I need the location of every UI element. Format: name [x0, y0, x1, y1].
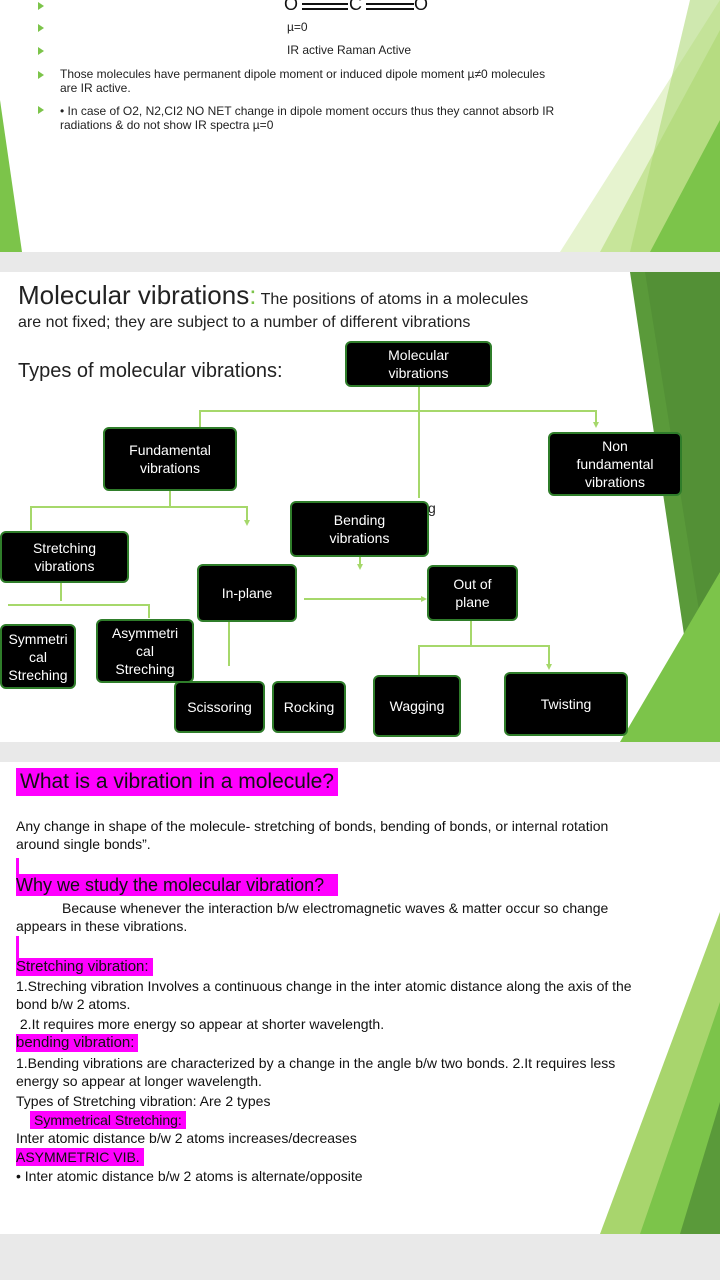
box-symmetrical-stretching: Symmetri cal Streching	[0, 624, 76, 689]
connector	[304, 598, 422, 600]
oxygen-atom-left: O	[284, 0, 299, 14]
para-stretching-3: 2.It requires more energy so appear at s…	[16, 1016, 385, 1032]
connector	[199, 410, 201, 428]
highlight-cursor-bar	[16, 936, 19, 958]
connector	[470, 621, 472, 645]
connector	[148, 604, 150, 618]
slide-title: Molecular vibrations: The positions of a…	[18, 280, 528, 311]
activity-label: IR active Raman Active	[287, 43, 412, 57]
arrow-right-icon	[421, 596, 427, 602]
box-wagging: Wagging	[373, 675, 461, 737]
para-bending-3: Types of Stretching vibration: Are 2 typ…	[16, 1093, 271, 1109]
heading-symmetrical-stretching: Symmetrical Stretching:	[30, 1111, 186, 1129]
double-bond-left	[302, 3, 348, 5]
para-what-is-vibration-1: Any change in shape of the molecule- str…	[16, 818, 609, 834]
bullet-ir-active-line-1: Those molecules have permanent dipole mo…	[60, 67, 546, 81]
slide-vibration-definitions: What is a vibration in a molecule? Any c…	[0, 762, 720, 1234]
box-non-fundamental-vibrations: Non fundamental vibrations	[548, 432, 682, 496]
title-rest-1: The positions of atoms in a molecules	[256, 291, 529, 308]
slide-ir-raman: O C O µ=0 IR active Raman Active Those m…	[0, 0, 720, 252]
box-molecular-vibrations: Molecular vibrations	[345, 341, 492, 387]
box-rocking: Rocking	[272, 681, 346, 733]
connector	[60, 583, 62, 601]
para-bending-2: energy so appear at longer wavelength.	[16, 1073, 262, 1089]
connector	[359, 557, 361, 567]
heading-what-is-vibration: What is a vibration in a molecule?	[16, 768, 338, 796]
slide-molecular-vibrations: Molecular vibrations: The positions of a…	[0, 272, 720, 742]
highlight-cursor-bar	[16, 858, 19, 876]
heading-why-study: Why we study the molecular vibration?	[16, 874, 339, 896]
double-bond-left-2	[302, 8, 348, 10]
connector	[8, 604, 150, 606]
box-twisting: Twisting	[504, 672, 628, 736]
arrow-down-icon	[546, 664, 552, 670]
para-bending-1: 1.Bending vibrations are characterized b…	[16, 1055, 616, 1071]
bullet-arrow-icon	[38, 24, 44, 32]
types-label: Types of molecular vibrations:	[18, 360, 283, 382]
arrow-down-icon	[357, 564, 363, 570]
dipole-value: µ=0	[287, 20, 308, 34]
heading-asymmetric-vib: ASYMMETRIC VIB.	[16, 1148, 144, 1166]
para-what-is-vibration-2: around single bonds”.	[16, 836, 151, 852]
bullet-arrow-icon	[38, 47, 44, 55]
title-colon: :	[249, 280, 257, 310]
bullet-arrow-icon	[38, 71, 44, 79]
connector	[418, 645, 550, 647]
para-why-study-1: Because whenever the interaction b/w ele…	[62, 900, 609, 916]
connector	[595, 410, 597, 424]
arrow-down-icon	[244, 520, 250, 526]
box-stretching-vibrations: Stretching vibrations	[0, 531, 129, 583]
box-asymmetrical-stretching: Asymmetri cal Streching	[96, 619, 194, 683]
box-fundamental-vibrations: Fundamental vibrations	[103, 427, 237, 491]
connector	[199, 410, 597, 412]
connector	[418, 386, 420, 498]
connector	[169, 491, 171, 507]
box-in-plane: In-plane	[197, 564, 297, 622]
title-rest-2: are not fixed; they are subject to a num…	[18, 314, 471, 331]
heading-bending-vibration: bending vibration:	[16, 1034, 139, 1052]
connector	[30, 506, 32, 530]
bullet-arrow-icon	[38, 106, 44, 114]
bullet-ir-active-line-2: are IR active.	[60, 81, 131, 95]
box-out-of-plane: Out of plane	[427, 565, 518, 621]
connector	[246, 506, 248, 520]
connector	[418, 645, 420, 675]
para-stretching-2: bond b/w 2 atoms.	[16, 996, 131, 1012]
connector	[548, 645, 550, 665]
connector	[30, 506, 248, 508]
stray-glyph: g	[428, 500, 436, 516]
double-bond-right	[366, 3, 414, 5]
para-asymmetric: • Inter atomic distance b/w 2 atoms is a…	[16, 1168, 363, 1184]
arrow-down-icon	[593, 422, 599, 428]
carbon-atom: C	[349, 0, 362, 14]
title-main: Molecular vibrations	[18, 280, 250, 310]
para-why-study-2: appears in these vibrations.	[16, 918, 188, 934]
para-symmetrical: Inter atomic distance b/w 2 atoms increa…	[16, 1130, 357, 1146]
oxygen-atom-right: O	[414, 0, 429, 14]
bullet-no-dipole-line-2: radiations & do not show IR spectra µ=0	[60, 118, 274, 132]
box-bending-vibrations: Bending vibrations	[290, 501, 429, 557]
double-bond-right-2	[366, 8, 414, 10]
para-stretching-1: 1.Streching vibration Involves a continu…	[16, 978, 632, 994]
bullet-arrow-icon	[38, 2, 44, 10]
heading-stretching-vibration: Stretching vibration:	[16, 958, 153, 976]
connector	[228, 622, 230, 666]
box-scissoring: Scissoring	[174, 681, 265, 733]
bullet-no-dipole-line-1: • In case of O2, N2,CI2 NO NET change in…	[60, 104, 555, 118]
